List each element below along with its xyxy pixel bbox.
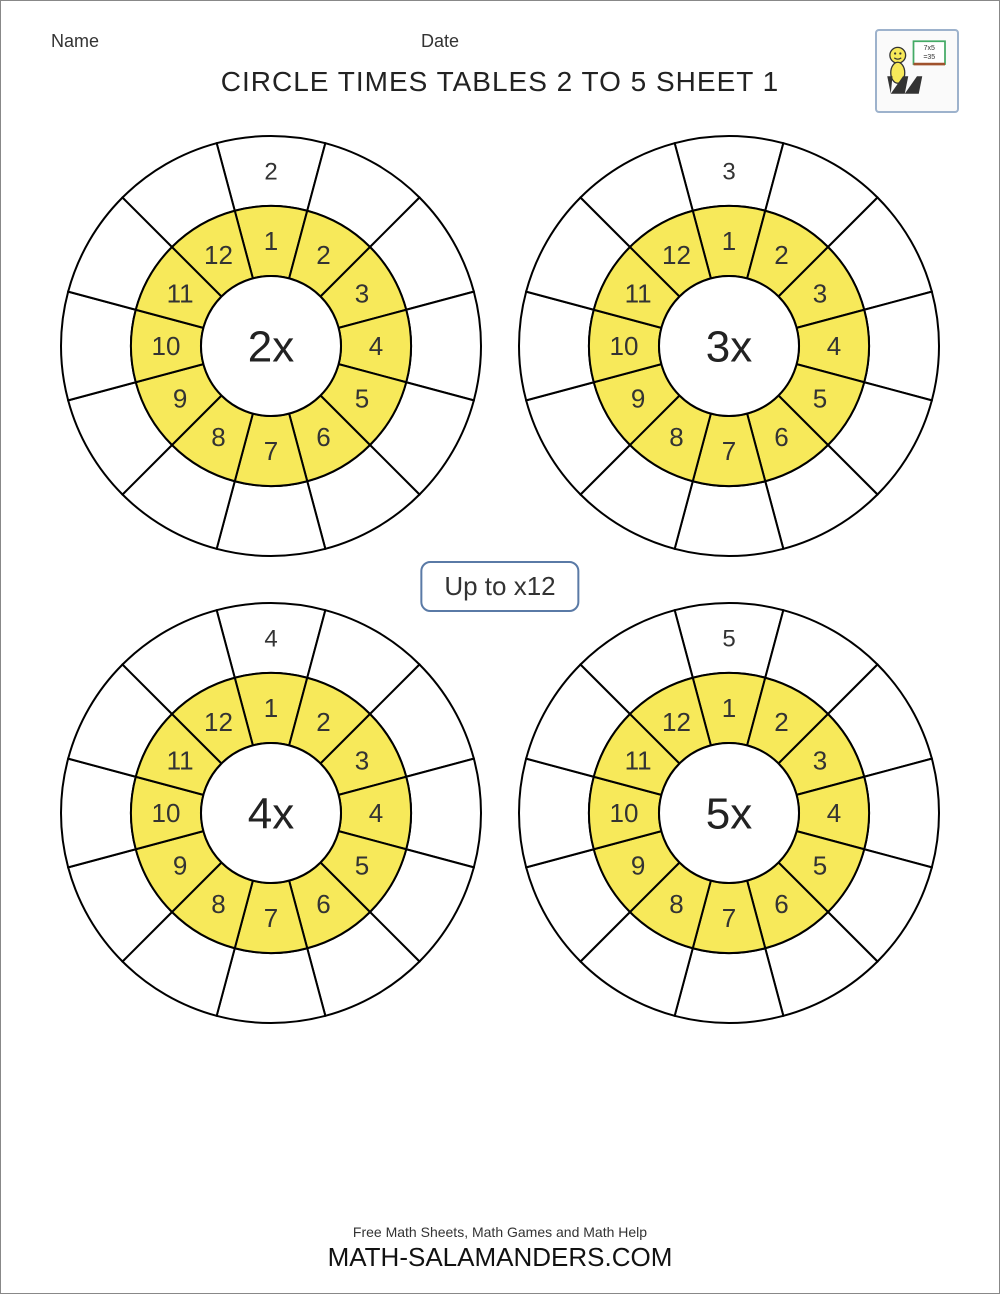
svg-text:7: 7: [722, 903, 736, 933]
svg-text:12: 12: [204, 707, 233, 737]
svg-text:5: 5: [355, 383, 369, 413]
svg-text:3: 3: [355, 745, 369, 775]
svg-text:8: 8: [211, 422, 225, 452]
svg-text:4: 4: [827, 798, 841, 828]
svg-text:5: 5: [722, 625, 735, 652]
svg-text:10: 10: [152, 798, 181, 828]
svg-text:4: 4: [264, 625, 277, 652]
svg-text:9: 9: [631, 850, 645, 880]
svg-text:5: 5: [355, 850, 369, 880]
svg-text:7: 7: [264, 436, 278, 466]
wheel-4x: 12345678910111244x: [51, 593, 491, 1033]
svg-text:4: 4: [827, 331, 841, 361]
svg-text:10: 10: [610, 331, 639, 361]
svg-text:3: 3: [813, 745, 827, 775]
wheels-container: 12345678910111222x 12345678910111233x 12…: [41, 116, 959, 1203]
brand-logo-icon: 7x5 =35: [875, 29, 959, 113]
svg-text:11: 11: [625, 745, 652, 775]
svg-text:11: 11: [167, 745, 194, 775]
svg-text:8: 8: [669, 422, 683, 452]
name-label: Name: [51, 31, 421, 52]
svg-text:1: 1: [264, 226, 278, 256]
svg-text:7x5: 7x5: [924, 45, 935, 52]
svg-text:9: 9: [173, 383, 187, 413]
svg-text:7: 7: [722, 436, 736, 466]
svg-text:6: 6: [774, 889, 788, 919]
svg-text:3: 3: [813, 278, 827, 308]
footer-tagline: Free Math Sheets, Math Games and Math He…: [1, 1224, 999, 1240]
svg-text:9: 9: [173, 850, 187, 880]
wheel-3x: 12345678910111233x: [509, 126, 949, 566]
svg-text:4x: 4x: [248, 790, 294, 839]
svg-text:4: 4: [369, 798, 383, 828]
wheel-5x: 12345678910111255x: [509, 593, 949, 1033]
svg-text:3: 3: [355, 278, 369, 308]
svg-text:6: 6: [316, 889, 330, 919]
svg-text:9: 9: [631, 383, 645, 413]
svg-text:2: 2: [316, 240, 330, 270]
svg-text:5: 5: [813, 383, 827, 413]
svg-text:2: 2: [774, 240, 788, 270]
footer-site: MATH-SALAMANDERS.COM: [1, 1242, 999, 1273]
page-title: CIRCLE TIMES TABLES 2 TO 5 SHEET 1: [1, 66, 999, 98]
footer: Free Math Sheets, Math Games and Math He…: [1, 1224, 999, 1273]
date-label: Date: [421, 31, 459, 52]
svg-text:=35: =35: [923, 54, 935, 61]
wheel-2x: 12345678910111222x: [51, 126, 491, 566]
svg-text:4: 4: [369, 331, 383, 361]
svg-text:2: 2: [316, 707, 330, 737]
header: Name Date: [51, 31, 949, 52]
svg-text:1: 1: [722, 693, 736, 723]
svg-text:12: 12: [204, 240, 233, 270]
svg-text:11: 11: [167, 278, 194, 308]
svg-text:2: 2: [264, 158, 277, 185]
svg-text:8: 8: [211, 889, 225, 919]
svg-text:1: 1: [264, 693, 278, 723]
svg-text:10: 10: [610, 798, 639, 828]
center-badge: Up to x12: [420, 561, 579, 612]
svg-text:5: 5: [813, 850, 827, 880]
worksheet-page: Name Date CIRCLE TIMES TABLES 2 TO 5 SHE…: [0, 0, 1000, 1294]
svg-text:12: 12: [662, 707, 691, 737]
svg-text:12: 12: [662, 240, 691, 270]
svg-text:7: 7: [264, 903, 278, 933]
svg-text:3x: 3x: [706, 323, 752, 372]
svg-text:6: 6: [774, 422, 788, 452]
svg-text:8: 8: [669, 889, 683, 919]
svg-text:6: 6: [316, 422, 330, 452]
svg-text:11: 11: [625, 278, 652, 308]
svg-text:2x: 2x: [248, 323, 294, 372]
svg-text:10: 10: [152, 331, 181, 361]
svg-text:1: 1: [722, 226, 736, 256]
svg-text:3: 3: [722, 158, 735, 185]
svg-text:2: 2: [774, 707, 788, 737]
svg-text:5x: 5x: [706, 790, 752, 839]
